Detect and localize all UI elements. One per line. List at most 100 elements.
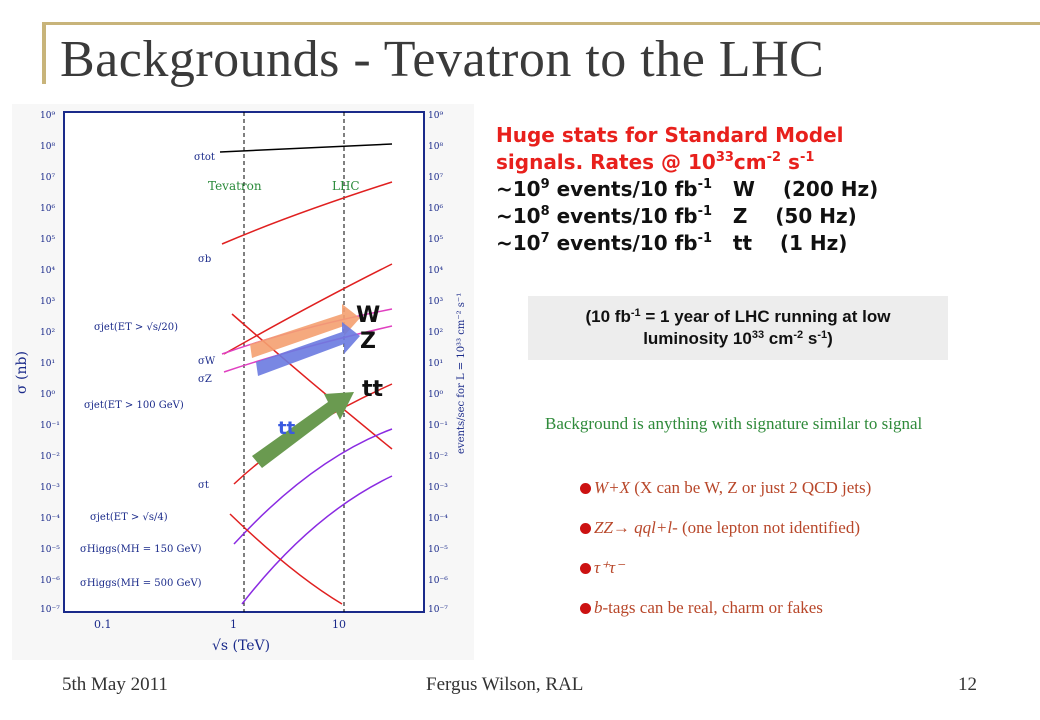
ytick-right-0: 10⁹: [428, 111, 443, 121]
stats-row-w-exp: 9: [540, 177, 550, 192]
ytick-right-10: 10⁻¹: [428, 421, 448, 431]
ytick-right-6: 10³: [428, 297, 443, 307]
ytick-right-5: 10⁴: [428, 266, 443, 276]
arrow-z-label: Z: [360, 329, 376, 354]
stats-line-2-exp: 33: [715, 150, 734, 165]
stats-row-z-pre: ~10: [496, 204, 541, 228]
ytick-left-0: 10⁹: [40, 111, 55, 121]
stats-line-2-s: s: [781, 150, 800, 174]
ytick-left-7: 10²: [40, 328, 55, 338]
ytick-right-16: 10⁻⁷: [428, 605, 448, 615]
bullet-icon: [580, 523, 591, 534]
curve-sigma-b: [221, 181, 393, 245]
note-line2-mid: cm: [764, 329, 794, 348]
stats-line-1-text: Huge stats for Standard Model: [496, 123, 844, 147]
curve-sigma-jet-3: [229, 513, 343, 605]
x-axis-label: √s (TeV): [212, 638, 270, 654]
ytick-left-10: 10⁻¹: [40, 421, 60, 431]
footer-page-number: 12: [958, 674, 977, 695]
item-emphasis: τ⁺τ⁻: [594, 558, 625, 577]
lhc-label: LHC: [332, 179, 360, 193]
bullet-icon: [580, 483, 591, 494]
stats-row-tt-mid: events/10 fb: [549, 231, 698, 255]
label-sigma-higgs-500: σHiggs(MH = 500 GeV): [80, 578, 202, 589]
background-list: W+X (X can be W, Z or just 2 QCD jets) Z…: [580, 476, 975, 636]
title-accent-horizontal: [42, 22, 1040, 25]
stats-row-w: ~109 events/10 fb-1 W (200 Hz): [496, 176, 1016, 203]
luminosity-note-box: (10 fb-1 = 1 year of LHC running at low …: [528, 296, 948, 360]
stats-row-z: ~108 events/10 fb-1 Z (50 Hz): [496, 203, 1016, 230]
right-tick-labels: 10⁹ 10⁸ 10⁷ 10⁶ 10⁵ 10⁴ 10³ 10² 10¹ 10⁰ …: [428, 111, 448, 615]
arrow-tt-small-label: tt: [278, 418, 296, 439]
stats-row-tt-rest: tt (1 Hz): [712, 231, 848, 255]
stats-row-w-rest: W (200 Hz): [712, 177, 879, 201]
ytick-right-9: 10⁰: [428, 390, 443, 400]
list-item: ZZ→ qql+l- (one lepton not identified): [580, 516, 975, 540]
curve-sigma-higgs-500: [241, 475, 393, 605]
stats-row-z-exp2: -1: [697, 204, 713, 219]
note-line2-exp2: -2: [793, 329, 804, 341]
note-line-1: (10 fb-1 = 1 year of LHC running at low: [528, 306, 948, 328]
slide-title: Backgrounds - Tevatron to the LHC: [60, 31, 825, 88]
ytick-left-11: 10⁻²: [40, 452, 60, 462]
note-exp: -1: [630, 307, 641, 319]
list-item: τ⁺τ⁻: [580, 556, 975, 580]
note-line2-exp3: -1: [817, 329, 828, 341]
note-line-2: luminosity 1033 cm-2 s-1): [528, 328, 948, 350]
xtick-1: 1: [230, 618, 237, 631]
item-text: (one lepton not identified): [677, 518, 860, 537]
list-item: W+X (X can be W, Z or just 2 QCD jets): [580, 476, 975, 500]
ytick-right-3: 10⁶: [428, 204, 443, 214]
xtick-0: 0.1: [94, 618, 112, 631]
tevatron-label: Tevatron: [208, 179, 262, 193]
note-line2-mid2: s: [803, 329, 818, 348]
arrow-w-label: W: [356, 303, 380, 328]
item-emphasis: W+X: [594, 478, 631, 497]
ytick-left-1: 10⁸: [40, 142, 55, 152]
label-sigma-higgs-150: σHiggs(MH = 150 GeV): [80, 544, 202, 555]
label-sigma-z: σZ: [198, 374, 212, 385]
stats-line-2-exp2: -2: [766, 150, 782, 165]
stats-row-tt-exp: 7: [540, 231, 550, 246]
stats-line-2-pre: signals. Rates @ 10: [496, 150, 716, 174]
ytick-right-13: 10⁻⁴: [428, 514, 448, 524]
footer-author: Fergus Wilson, RAL: [426, 674, 584, 695]
note-mid: = 1 year of LHC running at low: [640, 307, 891, 326]
note-line2-exp: 33: [751, 329, 765, 341]
note-pre: (10 fb: [585, 307, 631, 326]
note-line2-pre: luminosity 10: [643, 329, 752, 348]
list-item: b-tags can be real, charm or fakes: [580, 596, 975, 620]
left-tick-labels: 10⁹ 10⁸ 10⁷ 10⁶ 10⁵ 10⁴ 10³ 10² 10¹ 10⁰ …: [40, 111, 60, 615]
footer-date: 5th May 2011: [62, 674, 168, 695]
item-text: (X can be W, Z or just 2 QCD jets): [630, 478, 872, 497]
ytick-left-8: 10¹: [40, 359, 55, 369]
stats-row-w-mid: events/10 fb: [549, 177, 698, 201]
stats-line-2-exp3: -1: [799, 150, 815, 165]
stats-block: Huge stats for Standard Model signals. R…: [496, 122, 1016, 257]
curve-labels: σtot σb σjet(ET > √s/20) σW σZ σjet(ET >…: [80, 152, 216, 589]
cross-section-plot: 10⁹ 10⁸ 10⁷ 10⁶ 10⁵ 10⁴ 10³ 10² 10¹ 10⁰ …: [12, 104, 474, 660]
stats-row-z-rest: Z (50 Hz): [712, 204, 857, 228]
arrow-tt: [252, 392, 354, 468]
background-intro: Background is anything with signature si…: [545, 414, 923, 433]
ytick-right-15: 10⁻⁶: [428, 576, 448, 586]
ytick-right-2: 10⁷: [428, 173, 443, 183]
ytick-left-9: 10⁰: [40, 390, 55, 400]
label-sigma-t: σt: [198, 480, 209, 491]
note-line2-end: ): [827, 329, 833, 348]
stats-row-z-exp: 8: [540, 204, 550, 219]
ytick-left-12: 10⁻³: [40, 483, 60, 493]
item-emphasis: ZZ→ qql+l-: [594, 518, 678, 537]
stats-line-2-mid: cm: [733, 150, 767, 174]
ytick-right-12: 10⁻³: [428, 483, 448, 493]
ytick-left-4: 10⁵: [40, 235, 55, 245]
ytick-right-8: 10¹: [428, 359, 443, 369]
ytick-left-2: 10⁷: [40, 173, 55, 183]
ytick-right-7: 10²: [428, 328, 443, 338]
ytick-right-4: 10⁵: [428, 235, 443, 245]
arrow-w: [250, 304, 360, 358]
label-sigma-jet-3: σjet(ET > √s/4): [90, 512, 168, 523]
stats-row-tt-pre: ~10: [496, 231, 541, 255]
stats-row-w-exp2: -1: [697, 177, 713, 192]
curve-sigma-tot: [219, 143, 393, 153]
